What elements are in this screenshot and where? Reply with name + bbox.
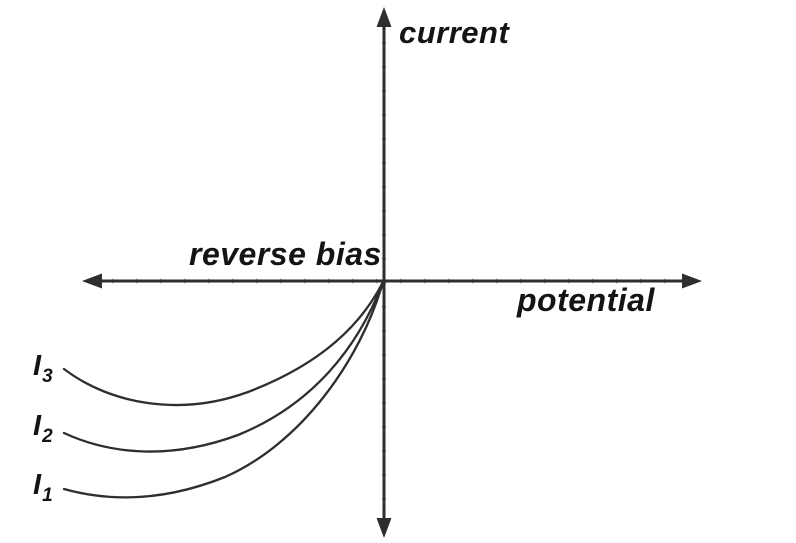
- y-axis-label: current: [399, 15, 510, 50]
- curve-label-i3-sub: 3: [42, 366, 53, 387]
- reverse-bias-label: reverse bias: [189, 236, 382, 272]
- y-axis-arrowhead-top: [376, 7, 392, 27]
- curve-i2: [62, 280, 385, 453]
- x-axis-arrowhead-left: [82, 273, 102, 289]
- curve-label-i1-main: I: [33, 469, 42, 501]
- curve-label-i3: I3: [33, 350, 53, 387]
- curve-i1: [62, 280, 385, 499]
- curve-label-i2: I2: [33, 410, 53, 447]
- curve-label-i1: I1: [33, 469, 53, 506]
- curve-label-i1-sub: 1: [42, 485, 53, 506]
- curve-label-i2-sub: 2: [42, 426, 53, 447]
- x-axis-arrowhead-right: [682, 273, 702, 289]
- x-axis-label: potential: [517, 282, 655, 318]
- curve-label-i3-main: I: [33, 350, 42, 382]
- curve-label-i2-main: I: [33, 410, 42, 442]
- curve-i3: [62, 280, 385, 407]
- y-axis-arrowhead-bottom: [376, 518, 392, 538]
